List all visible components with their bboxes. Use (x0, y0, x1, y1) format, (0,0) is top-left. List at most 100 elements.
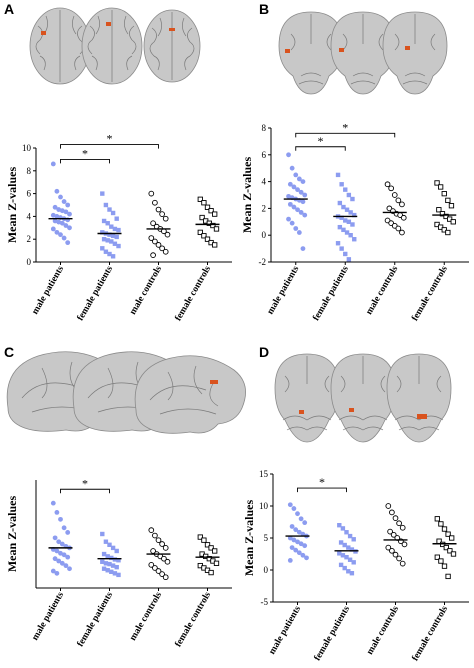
data-point (392, 515, 399, 522)
data-point (103, 539, 109, 544)
data-point (159, 571, 165, 577)
significance-bracket (295, 132, 396, 138)
data-point (201, 537, 207, 543)
data-point (204, 236, 211, 242)
panel-letter: A (4, 1, 15, 17)
data-point (400, 214, 407, 221)
data-point (342, 542, 347, 548)
panel-letter: C (4, 344, 15, 360)
significance-star: * (342, 120, 348, 134)
data-point (302, 192, 308, 198)
data-point (286, 216, 291, 222)
data-point (109, 224, 114, 229)
posterior-slice-2 (330, 353, 396, 443)
data-point (346, 219, 352, 224)
data-point (103, 202, 109, 208)
data-point (67, 211, 72, 217)
x-tick-label: male patients (30, 590, 66, 642)
data-point (101, 218, 107, 224)
data-point (346, 192, 352, 198)
data-point (101, 551, 107, 557)
data-point (110, 254, 116, 259)
panel-letter: B (259, 1, 270, 17)
data-point (445, 197, 451, 204)
data-point (208, 208, 214, 214)
y-tick-label: 8 (262, 123, 267, 133)
significance-star: * (82, 476, 88, 490)
data-point (343, 187, 348, 192)
data-point (110, 545, 116, 551)
data-point (114, 564, 119, 570)
data-point (54, 510, 60, 515)
data-point (287, 535, 293, 541)
x-tick-label: female patients (76, 264, 116, 322)
data-point (438, 521, 444, 527)
data-point (105, 554, 110, 559)
panel-a: A 0 2 4 6 8 10 Mean Z-values male patients femal… (0, 0, 237, 334)
data-point (197, 229, 203, 236)
data-point (298, 189, 304, 195)
data-point (437, 224, 444, 230)
data-point (61, 235, 67, 241)
scatter-chart-c: Mean Z-values male patients female patient… (5, 476, 232, 649)
x-tick-label: female patients (76, 590, 116, 648)
data-point (445, 531, 451, 537)
data-point (107, 542, 112, 547)
data-point (155, 242, 162, 248)
data-point (101, 566, 107, 571)
data-point (340, 553, 346, 558)
data-point (389, 547, 395, 554)
data-point (58, 232, 63, 238)
data-point (56, 539, 62, 545)
data-point (289, 165, 295, 171)
significance-star: * (318, 134, 324, 148)
data-point (300, 246, 306, 252)
data-point (112, 226, 118, 232)
data-point (100, 191, 105, 196)
data-point (100, 559, 105, 564)
data-point (437, 184, 444, 190)
data-point (338, 540, 344, 545)
scatter-chart-a: 0 2 4 6 8 10 Mean Z-values male patients female … (5, 132, 232, 323)
data-point (344, 530, 349, 535)
data-point (441, 227, 447, 233)
significance-bracket (60, 144, 159, 149)
data-point (63, 223, 69, 228)
data-point (289, 545, 295, 550)
data-point (107, 561, 112, 567)
data-point (340, 526, 346, 531)
y-tick-label: 8 (27, 166, 32, 176)
data-point (54, 229, 60, 235)
data-point (103, 561, 109, 566)
data-point (348, 233, 353, 238)
data-point (341, 204, 346, 210)
y-tick-label: 0 (264, 565, 269, 575)
data-point (105, 238, 110, 243)
data-point (287, 558, 293, 563)
brain-coronal-slices (278, 11, 448, 95)
panel-d: D -5 0 5 10 15 Mean Z-values male patients fema… (237, 334, 474, 668)
data-point (52, 218, 58, 224)
data-point (110, 563, 116, 568)
axial-slice-1 (29, 7, 91, 85)
data-point (162, 545, 169, 551)
data-point (389, 509, 395, 516)
x-tick-label: female controls (174, 590, 214, 649)
significance-bracket (60, 488, 110, 494)
data-point (59, 560, 65, 566)
data-point (59, 220, 65, 226)
data-point (105, 568, 110, 573)
data-point (204, 204, 211, 210)
data-point (295, 187, 300, 193)
data-point (339, 246, 344, 251)
data-point (335, 172, 341, 178)
y-tick-label: 6 (262, 150, 267, 160)
y-axis-label: Mean Z-values (240, 157, 254, 234)
significance-star: * (319, 475, 325, 489)
y-tick-label: 2 (262, 203, 267, 213)
data-point (208, 569, 214, 576)
data-point (152, 532, 158, 539)
data-point (385, 503, 392, 509)
data-point (148, 235, 155, 241)
data-point (161, 555, 167, 562)
